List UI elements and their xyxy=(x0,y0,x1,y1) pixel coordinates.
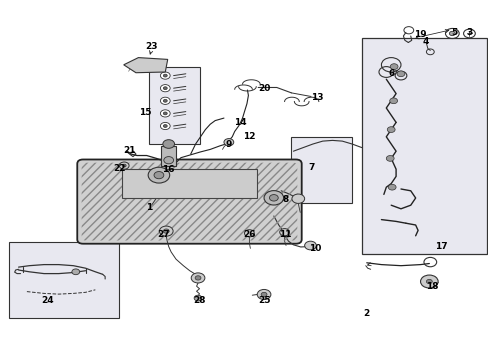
Text: 28: 28 xyxy=(192,296,205,305)
Text: 25: 25 xyxy=(257,296,270,305)
Circle shape xyxy=(160,122,170,130)
Bar xyxy=(161,146,176,166)
Text: 9: 9 xyxy=(225,140,232,149)
Circle shape xyxy=(420,275,437,288)
Text: 4: 4 xyxy=(421,37,428,46)
Circle shape xyxy=(195,276,201,280)
Circle shape xyxy=(163,140,174,148)
Bar xyxy=(9,242,119,318)
Circle shape xyxy=(160,72,170,79)
Circle shape xyxy=(163,125,167,127)
Text: 1: 1 xyxy=(146,202,152,212)
Text: 21: 21 xyxy=(123,146,136,155)
Text: 10: 10 xyxy=(308,244,321,253)
Text: 20: 20 xyxy=(257,84,270,93)
Circle shape xyxy=(224,139,233,146)
Circle shape xyxy=(159,226,173,236)
Text: 22: 22 xyxy=(113,164,126,173)
Circle shape xyxy=(72,269,80,275)
Circle shape xyxy=(163,157,173,164)
Circle shape xyxy=(244,230,254,237)
Text: 11: 11 xyxy=(278,230,291,239)
Text: 14: 14 xyxy=(234,118,246,127)
Circle shape xyxy=(304,241,316,250)
Bar xyxy=(149,67,200,144)
Circle shape xyxy=(160,97,170,104)
Circle shape xyxy=(389,64,397,69)
Text: 5: 5 xyxy=(451,28,457,37)
Bar xyxy=(122,169,256,198)
Text: 18: 18 xyxy=(426,282,438,291)
Text: 23: 23 xyxy=(145,42,158,51)
Text: 7: 7 xyxy=(308,163,315,172)
Circle shape xyxy=(160,85,170,92)
Text: 3: 3 xyxy=(466,28,471,37)
Circle shape xyxy=(264,191,283,205)
Bar xyxy=(361,38,486,254)
Text: 16: 16 xyxy=(162,165,175,174)
Circle shape xyxy=(291,194,304,203)
Circle shape xyxy=(386,127,394,132)
Circle shape xyxy=(386,156,393,161)
Circle shape xyxy=(163,112,167,115)
Circle shape xyxy=(257,289,270,300)
FancyBboxPatch shape xyxy=(77,159,301,244)
Circle shape xyxy=(160,110,170,117)
Circle shape xyxy=(396,71,404,77)
Circle shape xyxy=(148,167,169,183)
Circle shape xyxy=(389,98,397,104)
Circle shape xyxy=(426,279,431,284)
Circle shape xyxy=(163,99,167,102)
Circle shape xyxy=(448,31,454,36)
Circle shape xyxy=(163,87,167,90)
Circle shape xyxy=(119,162,129,169)
Text: 15: 15 xyxy=(139,108,152,117)
Text: 6: 6 xyxy=(387,69,393,78)
Text: 2: 2 xyxy=(363,309,369,318)
Bar xyxy=(290,137,351,203)
Text: 17: 17 xyxy=(434,242,447,251)
Circle shape xyxy=(163,229,169,233)
Text: 26: 26 xyxy=(243,230,255,239)
Text: 8: 8 xyxy=(283,195,288,204)
Text: 27: 27 xyxy=(157,230,170,239)
Circle shape xyxy=(191,273,204,283)
Text: 13: 13 xyxy=(310,94,323,103)
Text: 24: 24 xyxy=(41,296,54,305)
Circle shape xyxy=(387,184,395,190)
Circle shape xyxy=(163,74,167,77)
Text: 19: 19 xyxy=(413,30,426,39)
Circle shape xyxy=(194,295,202,301)
Circle shape xyxy=(261,292,266,297)
Polygon shape xyxy=(123,58,167,73)
Circle shape xyxy=(269,194,278,201)
Circle shape xyxy=(154,172,163,179)
Circle shape xyxy=(122,164,126,167)
Circle shape xyxy=(279,229,289,236)
Text: 12: 12 xyxy=(243,132,255,141)
